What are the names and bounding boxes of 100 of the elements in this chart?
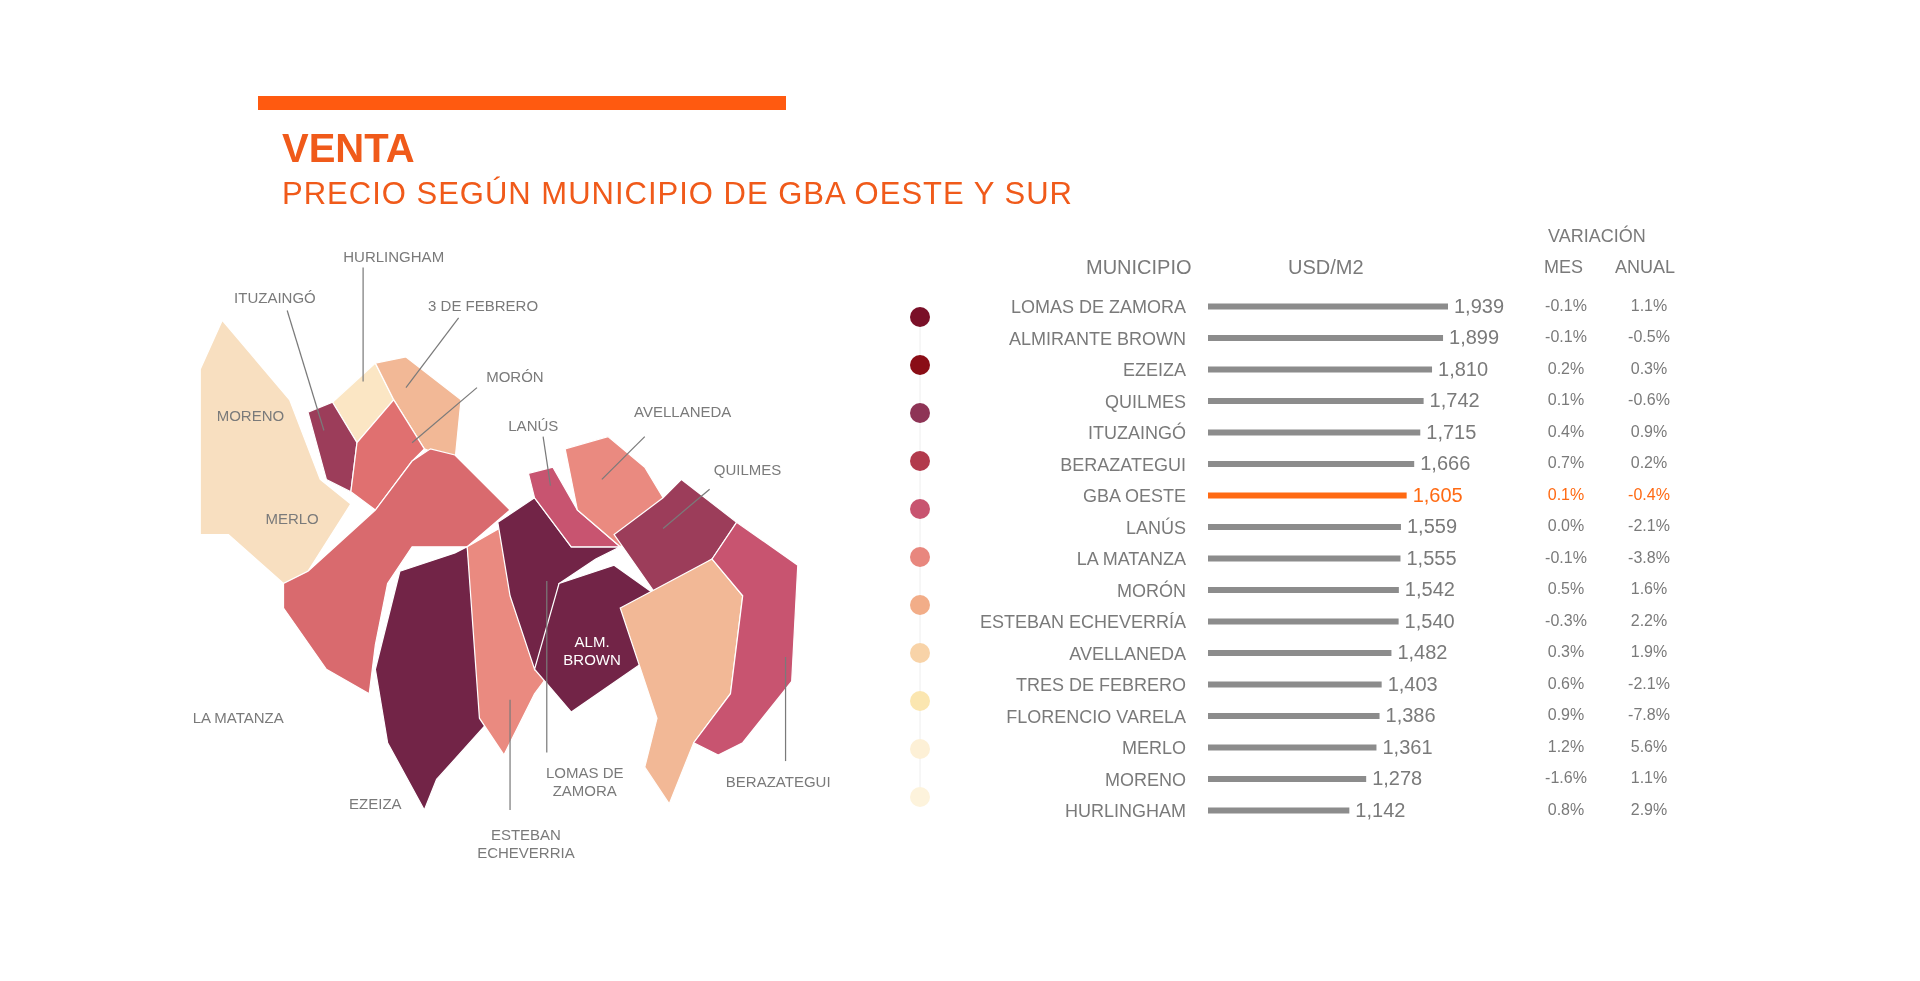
- text: -0.1%: [1544, 328, 1588, 347]
- y-tick-label: QUILMES: [1104, 391, 1186, 412]
- text: 0.2%: [1546, 359, 1586, 378]
- y-tick-label: FLORENCIO VARELA: [1006, 706, 1186, 727]
- bar: [1208, 681, 1382, 688]
- data-label: 1,605: [1412, 483, 1463, 506]
- text: -0.4%: [1627, 485, 1671, 504]
- data-label: 1,939: [1454, 294, 1505, 317]
- text: -3.8%: [1627, 548, 1671, 567]
- y-tick-label: MORENO: [1105, 769, 1186, 790]
- y-tick-label: AVELLANEDA: [1069, 643, 1186, 664]
- text: -2.1%: [1627, 517, 1671, 536]
- bar: [1208, 524, 1401, 531]
- y-tick-label: ITUZAINGÓ: [1088, 422, 1186, 444]
- bar: [1208, 303, 1448, 310]
- data-label: 1,559: [1406, 515, 1458, 538]
- y-tick-label: LA MATANZA: [1076, 549, 1186, 570]
- bar: [1208, 587, 1399, 594]
- bar: [1208, 492, 1407, 499]
- text: -0.3%: [1544, 611, 1588, 630]
- y-tick-label: MERLO: [1121, 738, 1186, 759]
- text: LANÚS: [508, 416, 559, 434]
- text: 0.8%: [1546, 800, 1586, 819]
- text: QUILMES: [712, 460, 783, 479]
- data-label: 1,142: [1355, 798, 1406, 821]
- text: 0.5%: [1546, 580, 1586, 599]
- text: AVELLANEDA: [633, 403, 733, 422]
- bar: [1208, 807, 1350, 814]
- y-tick-label: BERAZATEGUI: [1060, 454, 1186, 475]
- text: 1.9%: [1629, 643, 1669, 662]
- data-label: 1,899: [1449, 326, 1500, 349]
- text: MORENO: [215, 406, 286, 425]
- data-label: 1,810: [1438, 357, 1489, 380]
- data-label: 1,742: [1429, 389, 1480, 412]
- text: 0.7%: [1546, 454, 1586, 473]
- text: ANUAL: [1615, 257, 1676, 278]
- bar: [1208, 618, 1399, 625]
- text: ESTEBAN ECHEVERRIA: [476, 825, 576, 862]
- data-label: 1,278: [1372, 767, 1423, 790]
- y-axis-title: MUNICIPIO: [1086, 256, 1192, 279]
- text: 0.2%: [1629, 454, 1669, 473]
- text: 0.9%: [1629, 422, 1669, 441]
- text: VENTA: [282, 126, 415, 171]
- data-label: 1,666: [1420, 452, 1471, 475]
- text: 1.2%: [1546, 737, 1586, 756]
- text: -1.6%: [1544, 769, 1588, 788]
- text: 0.3%: [1546, 643, 1586, 662]
- text: LA MATANZA: [191, 709, 285, 728]
- bar: [1208, 776, 1367, 783]
- bar: [1208, 555, 1401, 562]
- text: -0.5%: [1627, 328, 1671, 347]
- text: 2.9%: [1629, 800, 1669, 819]
- y-tick-label: GBA OESTE: [1082, 486, 1186, 507]
- text: -7.8%: [1627, 706, 1671, 725]
- text: ALM. BROWN: [562, 633, 622, 670]
- data-label: 1,555: [1406, 546, 1457, 569]
- text: 0.3%: [1629, 359, 1669, 378]
- bar: [1208, 335, 1444, 342]
- bar: [1208, 744, 1377, 751]
- text: -2.1%: [1627, 674, 1671, 693]
- text: MERLO: [264, 509, 320, 528]
- text: 0.9%: [1546, 706, 1586, 725]
- text: 3 DE FEBRERO: [427, 296, 540, 315]
- text: 0.0%: [1546, 517, 1586, 536]
- text: 1.1%: [1629, 296, 1669, 315]
- text: MES: [1544, 257, 1584, 278]
- text: 2.2%: [1629, 611, 1669, 630]
- y-tick-label: ALMIRANTE BROWN: [1008, 328, 1186, 349]
- text: PRECIO SEGÚN MUNICIPIO DE GBA OESTE Y SUR: [282, 176, 1073, 212]
- bar: [1208, 398, 1424, 405]
- y-tick-label: LANÚS: [1125, 516, 1186, 538]
- text: BERAZATEGUI: [724, 772, 832, 791]
- data-label: 1,715: [1426, 420, 1477, 443]
- text: ITUZAINGÓ: [233, 289, 317, 308]
- text: EZEIZA: [348, 794, 403, 813]
- text: 0.4%: [1546, 422, 1586, 441]
- y-tick-label: LOMAS DE ZAMORA: [1010, 297, 1186, 318]
- y-tick-label: MORÓN: [1117, 579, 1186, 601]
- text: -0.6%: [1627, 391, 1671, 410]
- data-label: 1,386: [1385, 704, 1436, 727]
- data-label: 1,542: [1404, 578, 1455, 601]
- text: 0.1%: [1546, 391, 1586, 410]
- text: -0.1%: [1544, 296, 1588, 315]
- text: 0.6%: [1546, 674, 1586, 693]
- x-axis-title: USD/M2: [1288, 256, 1364, 279]
- y-tick-label: EZEIZA: [1122, 360, 1186, 381]
- y-tick-label: ESTEBAN ECHEVERRÍA: [979, 612, 1186, 633]
- bar: [1208, 429, 1421, 436]
- data-label: 1,482: [1397, 641, 1448, 664]
- text: VARIACIÓN: [1548, 226, 1646, 247]
- y-tick-label: TRES DE FEBRERO: [1015, 675, 1186, 696]
- bar: [1208, 461, 1415, 468]
- text: MORÓN: [485, 367, 545, 386]
- text: -0.1%: [1544, 548, 1588, 567]
- bar: [1208, 713, 1380, 720]
- bar: [1208, 366, 1433, 373]
- text: 5.6%: [1629, 737, 1669, 756]
- data-label: 1,361: [1382, 735, 1433, 758]
- bar: [1208, 650, 1392, 657]
- data-label: 1,540: [1404, 609, 1455, 632]
